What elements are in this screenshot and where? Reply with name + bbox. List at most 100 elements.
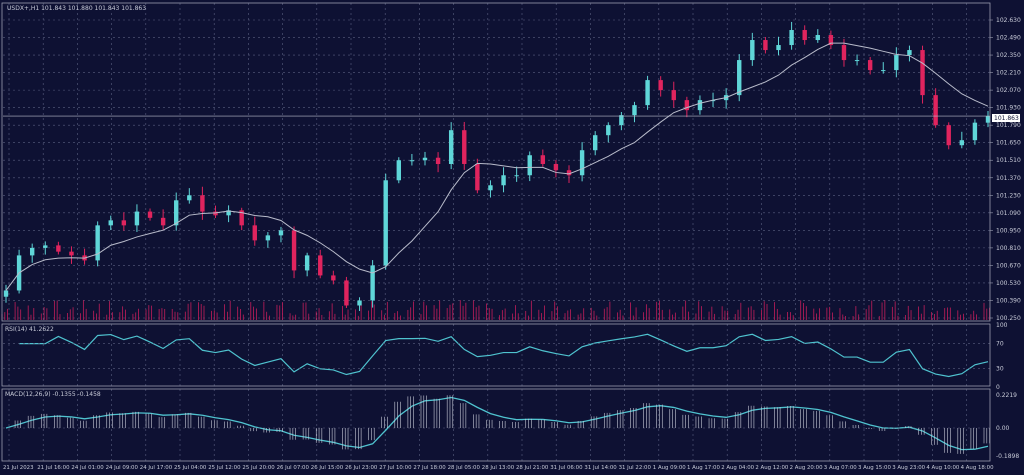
bearish-candle [69, 251, 74, 256]
price-tick-label: 101.510 [996, 157, 1021, 164]
time-axis[interactable]: 21 Jul 2023 21 Jul 16:00 24 Jul 01:00 24 Ju… [3, 465, 994, 471]
macd-signal-line [5, 396, 989, 451]
time-tick-label: 2 Aug 04:00 [721, 465, 754, 471]
candles [3, 21, 991, 311]
price-tick-label: 100.810 [996, 245, 1021, 252]
price-tick-label: 102.210 [996, 70, 1021, 77]
bearish-candle [671, 90, 676, 101]
bearish-candle [763, 40, 768, 51]
price-tick-label: 100.250 [996, 315, 1021, 322]
bearish-candle [462, 130, 467, 164]
bullish-candle [409, 160, 415, 162]
time-tick-label: 3 Aug 15:00 [858, 465, 891, 471]
bullish-candle [3, 290, 9, 297]
price-tick-label: 101.930 [996, 105, 1021, 112]
pane-frames [1, 2, 991, 462]
price-tick-label: 102.490 [996, 35, 1021, 42]
bearish-candle [331, 275, 336, 281]
time-tick-label: 2 Aug 20:00 [790, 465, 823, 471]
bearish-candle [920, 50, 925, 96]
bearish-candle [933, 95, 938, 126]
bullish-candle [737, 60, 742, 96]
bullish-candle [619, 115, 624, 126]
bullish-candle [422, 157, 428, 161]
price-tick-label: 100.950 [996, 227, 1021, 234]
bearish-candle [841, 45, 847, 61]
time-tick-label: 24 Jul 17:00 [140, 465, 173, 471]
bullish-candle [43, 245, 48, 248]
bullish-candle [29, 247, 35, 256]
bullish-candle [174, 200, 179, 226]
moving-average-line [5, 42, 989, 291]
bullish-candle [527, 155, 532, 176]
bearish-candle [344, 280, 349, 306]
bullish-candle [514, 175, 519, 177]
time-tick-label: 28 Jul 05:00 [448, 465, 481, 471]
rsi-tick-label: 0 [996, 384, 1000, 391]
current-price-value: 101.863 [994, 115, 1019, 122]
bullish-candle [134, 211, 140, 226]
bearish-candle [802, 30, 807, 41]
time-tick-label: 26 Jul 23:00 [345, 465, 378, 471]
time-tick-label: 21 Jul 2023 [3, 465, 34, 471]
bullish-candle [579, 150, 585, 176]
price-tick-label: 101.090 [996, 210, 1021, 217]
symbol-info-label: USDX+,H1 101.843 101.880 101.843 101.863 [7, 5, 146, 12]
bearish-candle [56, 245, 61, 252]
macd-tick-label: 0.00 [996, 425, 1010, 432]
bearish-candle [566, 170, 572, 176]
rsi-tick-label: 30 [996, 365, 1004, 372]
price-tick-label: 101.230 [996, 192, 1021, 199]
price-tick-label: 101.370 [996, 175, 1021, 182]
price-tick-label: 101.650 [996, 140, 1021, 147]
price-tick-label: 102.350 [996, 52, 1021, 59]
time-tick-label: 25 Jul 12:00 [208, 465, 241, 471]
time-tick-label: 25 Jul 20:00 [242, 465, 275, 471]
bearish-candle [121, 220, 127, 226]
bullish-candle [789, 30, 794, 46]
price-axis[interactable]: 102.630 102.490 102.350 102.210 102.070 101.9… [990, 17, 1021, 460]
bearish-candle [684, 100, 690, 111]
bullish-candle [95, 225, 100, 261]
bearish-candle [553, 163, 559, 171]
bullish-candle [383, 180, 388, 266]
time-tick-label: 1 Aug 09:00 [653, 465, 686, 471]
bearish-candle [658, 80, 663, 91]
current-price-tag [992, 114, 1020, 122]
bullish-candle [593, 135, 598, 151]
macd-pane [3, 395, 990, 454]
bearish-candle [291, 230, 297, 271]
time-tick-label: 25 Jul 04:00 [174, 465, 207, 471]
bullish-candle [304, 255, 310, 271]
bullish-candle [985, 116, 991, 123]
bullish-candle [265, 235, 271, 241]
time-tick-label: 21 Jul 16:00 [37, 465, 70, 471]
bearish-candle [239, 210, 244, 226]
bearish-candle [946, 125, 951, 146]
bullish-candle [448, 130, 454, 164]
bearish-candle [828, 35, 834, 46]
macd-tick-label: -0.1898 [996, 453, 1019, 460]
bullish-candle [815, 35, 820, 41]
rsi-pane [3, 333, 990, 378]
bullish-candle [959, 140, 965, 146]
bullish-candle [488, 185, 493, 191]
time-tick-label: 4 Aug 18:00 [961, 465, 994, 471]
bullish-candle [396, 160, 401, 181]
bearish-candle [200, 195, 205, 212]
rsi-tick-label: 100 [996, 322, 1008, 329]
bearish-candle [867, 60, 873, 71]
bullish-candle [187, 195, 192, 201]
bullish-candle [632, 105, 637, 116]
time-tick-label: 1 Aug 17:00 [687, 465, 720, 471]
price-tick-label: 102.630 [996, 17, 1021, 24]
time-tick-label: 24 Jul 09:00 [106, 465, 139, 471]
time-tick-label: 2 Aug 12:00 [755, 465, 788, 471]
macd-label: MACD(12,26,9) -0.1355 -0.1458 [5, 391, 101, 398]
bullish-candle [750, 40, 755, 61]
bullish-candle [278, 230, 284, 236]
time-tick-label: 31 Jul 14:00 [584, 465, 617, 471]
time-tick-label: 3 Aug 23:00 [892, 465, 925, 471]
